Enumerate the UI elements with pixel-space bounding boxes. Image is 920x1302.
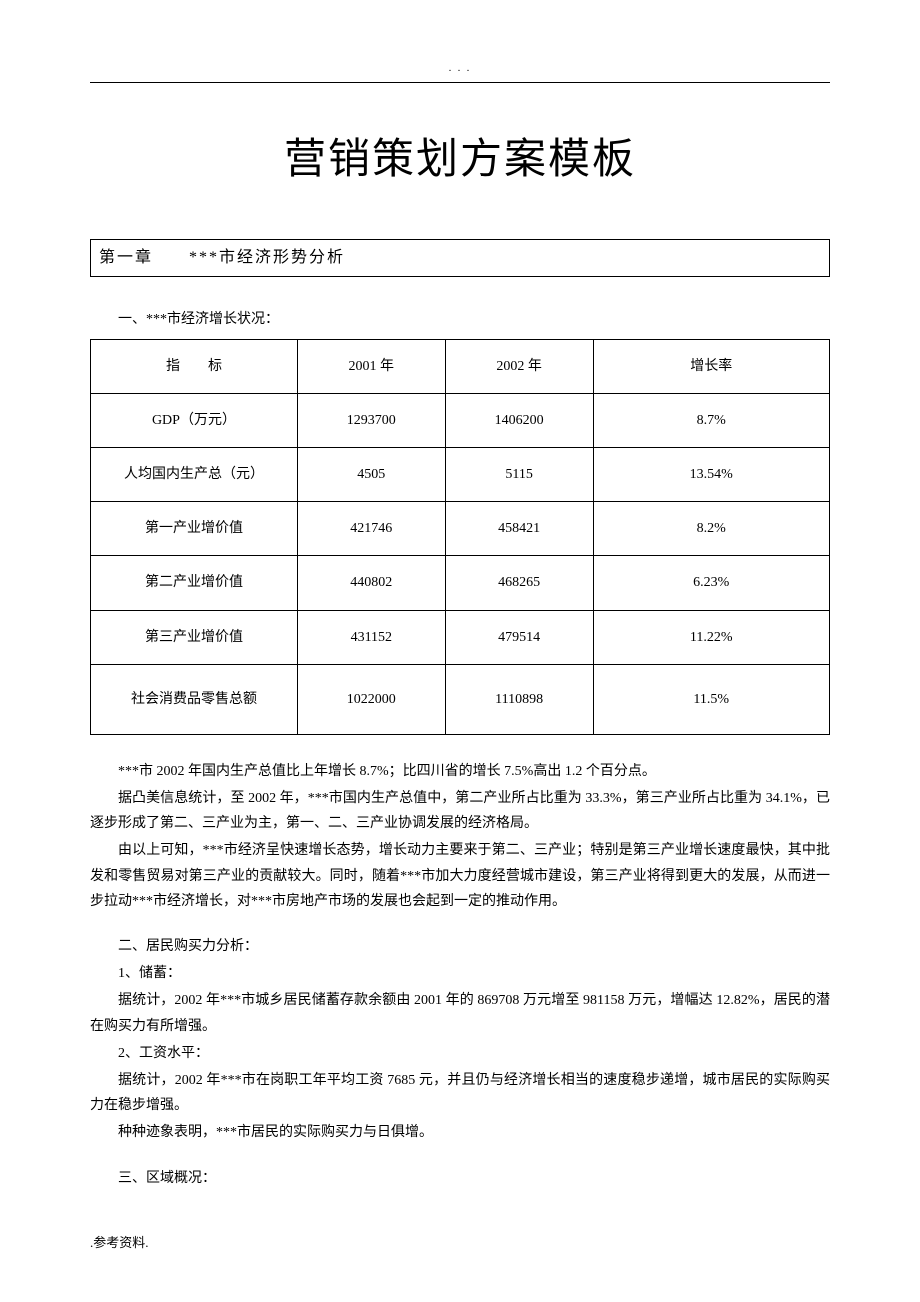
- table-cell: 第三产业增价值: [91, 610, 298, 664]
- table-row: 人均国内生产总（元） 4505 5115 13.54%: [91, 447, 830, 501]
- section1-heading: 一、***市经济增长状况：: [90, 307, 830, 332]
- table-cell: GDP（万元）: [91, 393, 298, 447]
- table-cell: 人均国内生产总（元）: [91, 447, 298, 501]
- table-row: GDP（万元） 1293700 1406200 8.7%: [91, 393, 830, 447]
- table-row: 第一产业增价值 421746 458421 8.2%: [91, 502, 830, 556]
- section1-para-3: 由以上可知，***市经济呈快速增长态势，增长动力主要来于第二、三产业；特别是第三…: [90, 838, 830, 914]
- section2-sub1-heading: 1、储蓄：: [90, 961, 830, 986]
- table-header-cell: 2002 年: [445, 339, 593, 393]
- table-cell: 社会消费品零售总额: [91, 664, 298, 734]
- table-row: 社会消费品零售总额 1022000 1110898 11.5%: [91, 664, 830, 734]
- table-cell: 11.22%: [593, 610, 830, 664]
- table-cell: 8.7%: [593, 393, 830, 447]
- table-cell: 4505: [297, 447, 445, 501]
- section2-heading: 二、居民购买力分析：: [90, 934, 830, 959]
- table-cell: 1293700: [297, 393, 445, 447]
- table-cell: 第一产业增价值: [91, 502, 298, 556]
- table-cell: 6.23%: [593, 556, 830, 610]
- header-dots: . . .: [90, 60, 830, 78]
- table-cell: 440802: [297, 556, 445, 610]
- table-cell: 第二产业增价值: [91, 556, 298, 610]
- section2-sub2-para: 据统计，2002 年***市在岗职工年平均工资 7685 元，并且仍与经济增长相…: [90, 1068, 830, 1118]
- table-cell: 1406200: [445, 393, 593, 447]
- table-cell: 479514: [445, 610, 593, 664]
- section2-sub1-para: 据统计，2002 年***市城乡居民储蓄存款余额由 2001 年的 869708…: [90, 988, 830, 1038]
- table-cell: 8.2%: [593, 502, 830, 556]
- table-cell: 458421: [445, 502, 593, 556]
- table-cell: 1022000: [297, 664, 445, 734]
- table-row: 第三产业增价值 431152 479514 11.22%: [91, 610, 830, 664]
- table-cell: 5115: [445, 447, 593, 501]
- table-cell: 13.54%: [593, 447, 830, 501]
- table-row: 第二产业增价值 440802 468265 6.23%: [91, 556, 830, 610]
- section1-para-1: ***市 2002 年国内生产总值比上年增长 8.7%；比四川省的增长 7.5%…: [90, 759, 830, 784]
- table-cell: 468265: [445, 556, 593, 610]
- table-cell: 11.5%: [593, 664, 830, 734]
- header-divider: [90, 82, 830, 83]
- section2-conclusion: 种种迹象表明，***市居民的实际购买力与日俱增。: [90, 1120, 830, 1145]
- table-header-cell: 增长率: [593, 339, 830, 393]
- chapter-heading-box: 第一章 ***市经济形势分析: [90, 239, 830, 278]
- section1-para-2: 据凸美信息统计，至 2002 年，***市国内生产总值中，第二产业所占比重为 3…: [90, 786, 830, 836]
- table-cell: 431152: [297, 610, 445, 664]
- document-title: 营销策划方案模板: [90, 123, 830, 199]
- table-cell: 1110898: [445, 664, 593, 734]
- section3-heading: 三、区域概况：: [90, 1166, 830, 1191]
- table-header-row: 指 标 2001 年 2002 年 增长率: [91, 339, 830, 393]
- economic-data-table: 指 标 2001 年 2002 年 增长率 GDP（万元） 1293700 14…: [90, 339, 830, 735]
- table-cell: 421746: [297, 502, 445, 556]
- section2-sub2-heading: 2、工资水平：: [90, 1041, 830, 1066]
- table-header-cell: 指 标: [91, 339, 298, 393]
- footer-text: .参考资料.: [90, 1231, 830, 1254]
- table-header-cell: 2001 年: [297, 339, 445, 393]
